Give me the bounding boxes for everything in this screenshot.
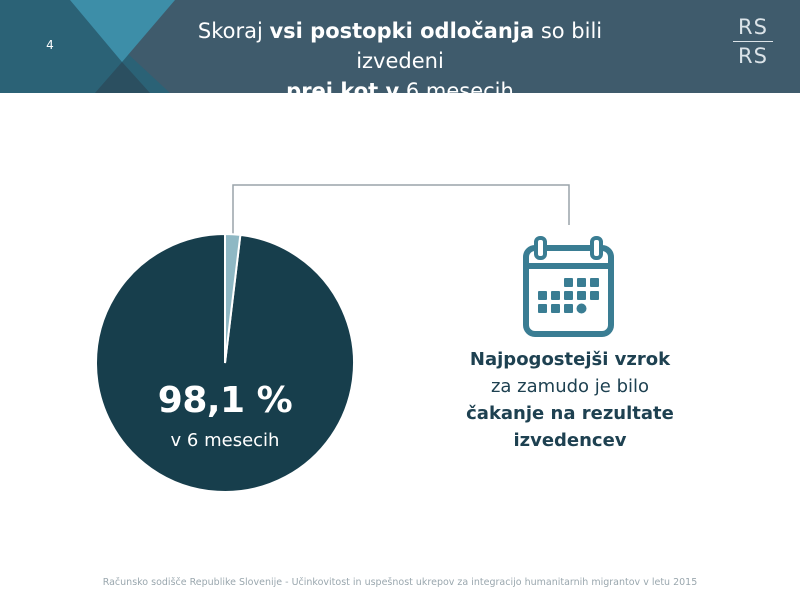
- cause-line-2: za zamudo je bilo: [490, 376, 650, 397]
- pie-sub-label: v 6 mesecih: [170, 430, 280, 451]
- footer-text: Računsko sodišče Republike Slovenije - U…: [102, 577, 698, 588]
- title-emphasis: prej kot v: [286, 79, 400, 93]
- slide-number: 4: [46, 38, 54, 52]
- cause-line-4: izvedencev: [513, 430, 627, 451]
- title-part: so bili izvedeni: [356, 19, 603, 73]
- title-part: 6 mesecih: [399, 79, 514, 93]
- title-emphasis: vsi postopki odločanja: [269, 19, 535, 43]
- logo-bottom-text: RS: [738, 44, 768, 68]
- logo-rule: [733, 41, 773, 42]
- cause-line-1: Najpogostejši vzrok: [469, 349, 671, 370]
- slide-header: 4 Skoraj vsi postopki odločanja so bili …: [0, 0, 800, 93]
- logo-top-text: RS: [738, 15, 768, 39]
- title-part: Skoraj: [197, 19, 270, 43]
- cause-line-3: čakanje na rezultate: [466, 403, 674, 424]
- pie-slice-remainder: [224, 232, 242, 364]
- slide-title: Skoraj vsi postopki odločanja so bili iz…: [160, 16, 640, 93]
- connector-line: [232, 184, 570, 243]
- pie-chart: [95, 232, 356, 493]
- cause-callout: Najpogostejši vzrok za zamudo je bilo ča…: [445, 346, 695, 454]
- pie-value-label: 98,1 %: [157, 380, 293, 421]
- rs-logo: RS RS: [733, 14, 773, 69]
- calendar-icon: [523, 236, 614, 337]
- header-decoration: [0, 0, 175, 93]
